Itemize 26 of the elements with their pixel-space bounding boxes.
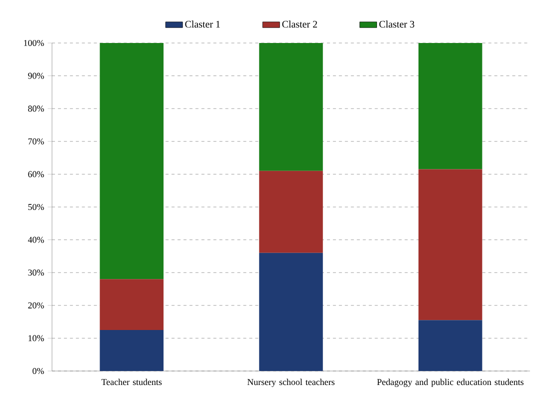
x-tick-label: Nursery school teachers: [247, 378, 335, 387]
y-tick-label: 70%: [28, 138, 44, 144]
legend-label: Claster 3: [379, 20, 414, 28]
y-tick-label: 40%: [28, 236, 44, 243]
bar: [259, 170, 323, 253]
y-tick-label: 10%: [28, 335, 44, 342]
bar: [418, 320, 482, 371]
bar: [100, 42, 164, 280]
x-tick-label: Pedagogy and public education students: [377, 378, 524, 387]
y-tick-label: 50%: [28, 204, 44, 210]
bar: [100, 279, 164, 330]
legend-label: Claster 1: [185, 20, 220, 28]
bar: [418, 169, 482, 320]
y-tick-label: 90%: [28, 72, 44, 79]
y-tick-label: 100%: [24, 40, 44, 46]
y-tick-label: 80%: [28, 106, 44, 112]
y-tick-label: 20%: [28, 302, 44, 308]
x-tick-label: Teacher students: [102, 378, 162, 386]
bar: [418, 42, 482, 170]
y-tick-label: 30%: [28, 270, 44, 276]
bar: [100, 330, 164, 371]
y-tick-label: 0%: [32, 368, 44, 374]
bar: [259, 252, 323, 371]
legend-label: Claster 2: [282, 20, 317, 28]
y-tick-label: 60%: [28, 171, 44, 178]
bar: [259, 42, 323, 171]
